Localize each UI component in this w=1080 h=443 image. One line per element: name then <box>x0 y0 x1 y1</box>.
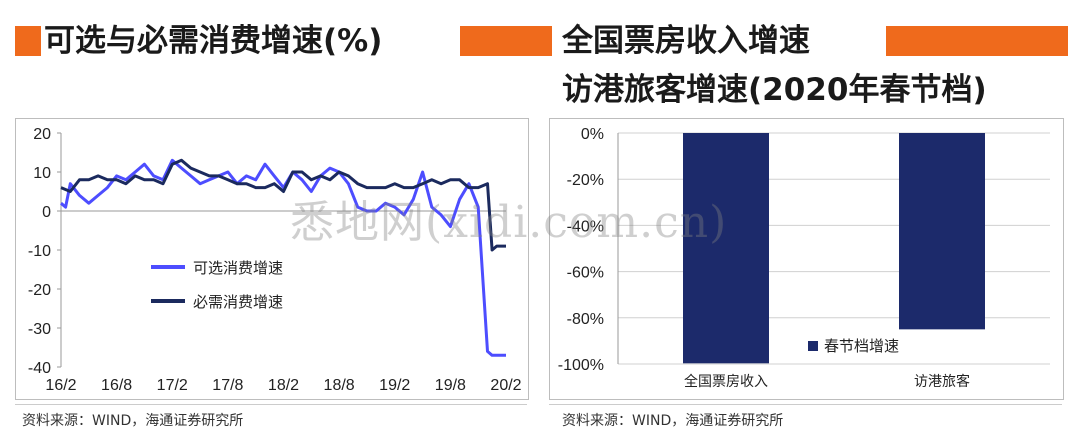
right-title-accent-right <box>886 26 1068 56</box>
y-tick-label: 10 <box>33 165 51 182</box>
y-tick-label: -100% <box>558 357 604 374</box>
bar-box-office <box>683 133 769 364</box>
y-tick-label: -80% <box>567 311 604 328</box>
x-tick-label: 18/2 <box>268 377 299 394</box>
x-tick-label: 19/2 <box>379 377 410 394</box>
right-chart-frame: 0% -20% -40% -60% -80% -100% 全国票房收入 访港旅客 春节档增速 <box>549 118 1064 400</box>
left-title-accent-right <box>460 26 552 56</box>
right-source-note: 资料来源：WIND，海通证券研究所 <box>562 413 784 429</box>
x-category-label: 访港旅客 <box>914 373 970 389</box>
x-tick-label: 19/8 <box>435 377 466 394</box>
left-chart-frame: 20 10 0 -10 -20 -30 -40 16/2 16/8 17/2 17/8 18/2 18/… <box>15 118 529 400</box>
x-tick-label: 16/2 <box>45 377 76 394</box>
y-tick-label: -30 <box>28 321 51 338</box>
x-tick-label: 17/2 <box>157 377 188 394</box>
x-tick-label: 17/8 <box>212 377 243 394</box>
x-tick-label: 20/2 <box>490 377 521 394</box>
left-footer-divider <box>15 404 527 405</box>
watermark-text: 悉地网(xidi.com.cn) <box>290 197 728 248</box>
legend-swatch <box>808 341 818 351</box>
y-tick-label: -20% <box>567 172 604 189</box>
right-chart-title-line1: 全国票房收入增速 <box>562 23 810 59</box>
y-tick-label: -40 <box>28 360 51 377</box>
left-chart-title: 可选与必需消费增速(%) <box>44 23 383 59</box>
y-tick-label: -40% <box>567 218 604 235</box>
series-line-necessary <box>60 158 506 252</box>
left-source-note: 资料来源：WIND，海通证券研究所 <box>22 413 244 429</box>
x-tick-label: 16/8 <box>101 377 132 394</box>
legend-label: 必需消费增速 <box>193 294 283 311</box>
y-tick-label: 20 <box>33 126 51 143</box>
right-footer-divider <box>549 404 1062 405</box>
y-tick-label: -10 <box>28 243 51 260</box>
y-tick-label: -20 <box>28 282 51 299</box>
y-tick-label: 0% <box>581 126 604 143</box>
series-line-optional <box>60 158 506 357</box>
bar-hk-visitors <box>899 133 985 330</box>
bar-chart: 0% -20% -40% -60% -80% -100% 全国票房收入 访港旅客 春节档增速 <box>558 126 1050 389</box>
y-tick-label: 0 <box>42 204 51 221</box>
x-category-label: 全国票房收入 <box>684 373 768 389</box>
left-title-accent-left <box>15 26 41 56</box>
legend-label: 可选消费增速 <box>193 260 283 277</box>
legend-label: 春节档增速 <box>824 338 899 355</box>
x-tick-label: 18/8 <box>324 377 355 394</box>
y-tick-label: -60% <box>567 265 604 282</box>
right-chart-title-line2: 访港旅客增速(2020年春节档) <box>562 72 987 108</box>
